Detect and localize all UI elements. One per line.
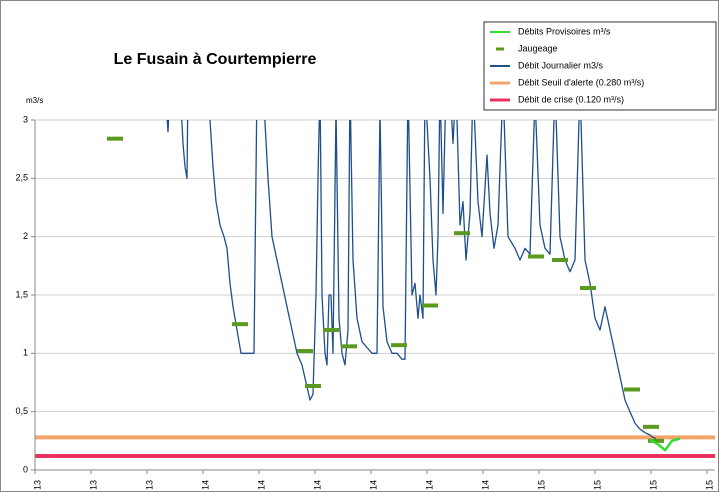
legend-label: Débit Seuil d'alerte (0.280 m³/s) xyxy=(518,77,644,87)
x-tick-label: 13 xyxy=(88,480,98,490)
legend-label: Débits Provisoires m³/s xyxy=(518,26,611,36)
legend-label: Débit de crise (0.120 m³/s) xyxy=(518,94,624,104)
legend-box xyxy=(483,21,717,111)
x-tick-label: 13 xyxy=(32,480,42,490)
y-tick-label: 0,5 xyxy=(15,406,28,416)
x-tick-label: 14 xyxy=(368,480,378,490)
x-tick-label: 14 xyxy=(200,480,210,490)
x-tick-label: 14 xyxy=(480,480,490,490)
x-tick-label: 14 xyxy=(256,480,266,490)
legend-label: Débit Journalier m3/s xyxy=(518,60,604,70)
legend-label: Jaugeage xyxy=(518,43,558,53)
y-tick-label: 2 xyxy=(23,231,28,241)
series-line xyxy=(649,437,681,452)
y-tick-label: 2,5 xyxy=(15,173,28,183)
x-tick-label: 15 xyxy=(648,480,658,490)
y-tick-label: 1,5 xyxy=(15,289,28,299)
x-tick-label: 14 xyxy=(424,480,434,490)
y-tick-label: 3 xyxy=(23,114,28,124)
x-tick-label: 15 xyxy=(592,480,602,490)
y-tick-label: 1 xyxy=(23,348,28,358)
x-tick-label: 15 xyxy=(536,480,546,490)
x-tick-label: 13 xyxy=(144,480,154,490)
y-tick-label: 0 xyxy=(23,464,28,474)
y-axis-label: m3/s xyxy=(26,96,43,105)
x-tick-label: 15 xyxy=(704,480,714,490)
series-line xyxy=(166,120,657,440)
x-tick-label: 14 xyxy=(312,480,322,490)
chart-title: Le Fusain à Courtempierre xyxy=(114,51,317,68)
